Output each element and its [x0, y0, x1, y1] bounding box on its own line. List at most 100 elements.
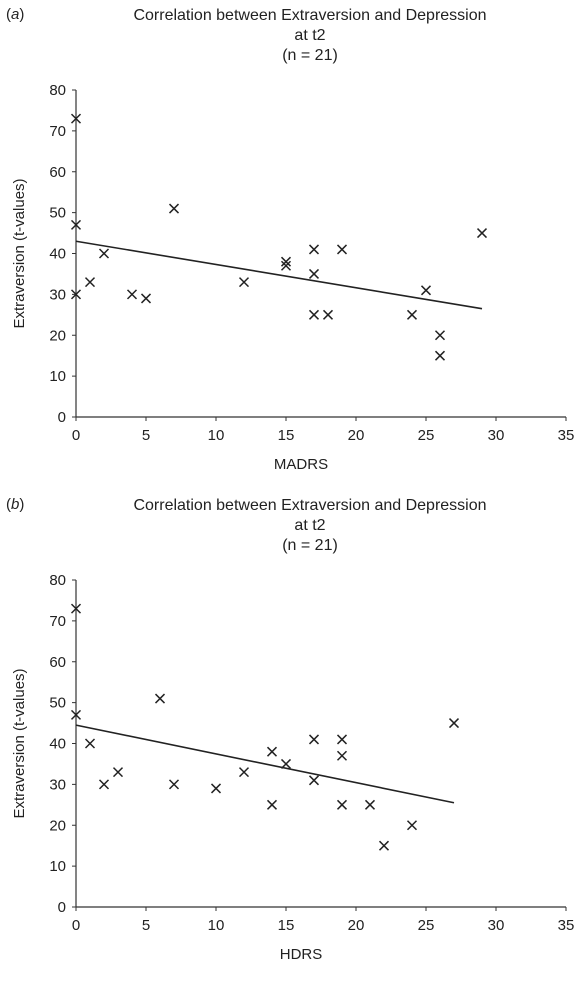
data-point	[84, 277, 96, 288]
x-tick-label: 10	[208, 917, 225, 934]
y-tick-label: 0	[58, 409, 66, 426]
data-point-stroke	[308, 734, 320, 745]
y-tick-label: 30	[49, 286, 66, 303]
y-tick-label: 40	[49, 736, 66, 753]
data-point	[420, 285, 432, 296]
x-axis-label: HDRS	[280, 946, 323, 963]
y-tick-label: 30	[49, 776, 66, 793]
data-point	[238, 277, 250, 288]
data-point	[406, 820, 418, 831]
data-point-stroke	[84, 277, 96, 288]
panel-label: (b)	[6, 496, 25, 513]
data-point	[266, 746, 278, 757]
data-point	[168, 779, 180, 790]
data-point	[210, 783, 222, 794]
data-point	[308, 244, 320, 255]
trendline	[75, 724, 455, 804]
data-point	[378, 840, 390, 851]
y-axis-label: Extraversion (t-values)	[11, 178, 28, 328]
y-tick-label: 20	[49, 817, 66, 834]
data-point-stroke	[238, 767, 250, 778]
chart-subtitle: (n = 21)	[282, 537, 338, 554]
data-point	[364, 799, 376, 810]
x-tick-label: 35	[558, 917, 575, 934]
y-tick-label: 80	[49, 572, 66, 589]
y-tick-label: 20	[49, 327, 66, 344]
chart-title: Correlation between Extraversion and Dep…	[60, 496, 560, 556]
x-tick-label: 25	[418, 917, 435, 934]
data-point	[434, 350, 446, 361]
data-point-stroke	[70, 709, 82, 720]
data-point	[322, 309, 334, 320]
y-tick-label: 10	[49, 368, 66, 385]
data-point-stroke	[98, 779, 110, 790]
data-point-stroke	[112, 767, 124, 778]
data-point	[112, 767, 124, 778]
x-tick-label: 35	[558, 427, 575, 444]
scatter-plot: 0 10 20 30 40 50 60 70 80 0 5 10 15 20 25 30 35 HDRS Extra…	[11, 572, 575, 963]
x-axis-label: MADRS	[274, 456, 328, 473]
panel-label: (a)	[6, 6, 25, 23]
x-tick-label: 5	[142, 917, 150, 934]
x-tick-label: 25	[418, 427, 435, 444]
data-point	[70, 709, 82, 720]
y-tick-label: 70	[49, 123, 66, 140]
data-point	[336, 750, 348, 761]
data-point-stroke	[98, 248, 110, 259]
y-tick-label: 70	[49, 613, 66, 630]
data-point-stroke	[378, 840, 390, 851]
data-point-stroke	[336, 799, 348, 810]
data-point	[168, 203, 180, 214]
data-point-stroke	[70, 219, 82, 230]
trendline	[75, 240, 483, 310]
data-point-stroke	[140, 293, 152, 304]
data-point	[84, 738, 96, 749]
data-point-stroke	[336, 244, 348, 255]
data-point-stroke	[364, 799, 376, 810]
data-point-stroke	[70, 603, 82, 614]
data-point	[70, 603, 82, 614]
data-point	[476, 228, 488, 239]
data-point	[140, 293, 152, 304]
x-tick-label: 10	[208, 427, 225, 444]
data-point-stroke	[280, 256, 292, 267]
x-tick-label: 15	[278, 917, 295, 934]
data-point-stroke	[336, 734, 348, 745]
data-point-stroke	[434, 350, 446, 361]
data-point-stroke	[84, 738, 96, 749]
chart-panel-b: (b) Correlation between Extraversion and…	[0, 490, 576, 980]
data-point-stroke	[280, 260, 292, 271]
data-point-stroke	[238, 277, 250, 288]
chart-panel-a: (a) Correlation between Extraversion and…	[0, 0, 576, 490]
data-point	[448, 718, 460, 729]
data-point-stroke	[336, 750, 348, 761]
data-point	[406, 309, 418, 320]
data-point	[70, 289, 82, 300]
data-point-stroke	[126, 289, 138, 300]
y-tick-label: 50	[49, 205, 66, 222]
data-point	[126, 289, 138, 300]
data-point-stroke	[308, 775, 320, 786]
data-point	[308, 734, 320, 745]
y-tick-label: 60	[49, 164, 66, 181]
panel-letter: a	[11, 6, 20, 23]
y-tick-label: 50	[49, 695, 66, 712]
chart-title-line2: at t2	[294, 27, 326, 44]
data-point-stroke	[420, 285, 432, 296]
data-point-stroke	[308, 309, 320, 320]
data-point-stroke	[406, 309, 418, 320]
data-point-stroke	[168, 779, 180, 790]
data-point-stroke	[70, 289, 82, 300]
x-tick-label: 30	[488, 427, 505, 444]
chart-title-line2: at t2	[294, 517, 326, 534]
x-tick-label: 20	[348, 427, 365, 444]
y-tick-label: 0	[58, 899, 66, 916]
chart-subtitle: (n = 21)	[282, 47, 338, 64]
data-point	[238, 767, 250, 778]
data-point	[336, 244, 348, 255]
chart-title-line1: Correlation between Extraversion and Dep…	[133, 497, 487, 514]
data-point-stroke	[266, 746, 278, 757]
data-point-stroke	[266, 799, 278, 810]
scatter-plot: 0 10 20 30 40 50 60 70 80 0 5 10 15 20 25 30 35 MADRS Extr…	[11, 82, 575, 473]
y-tick-label: 80	[49, 82, 66, 99]
